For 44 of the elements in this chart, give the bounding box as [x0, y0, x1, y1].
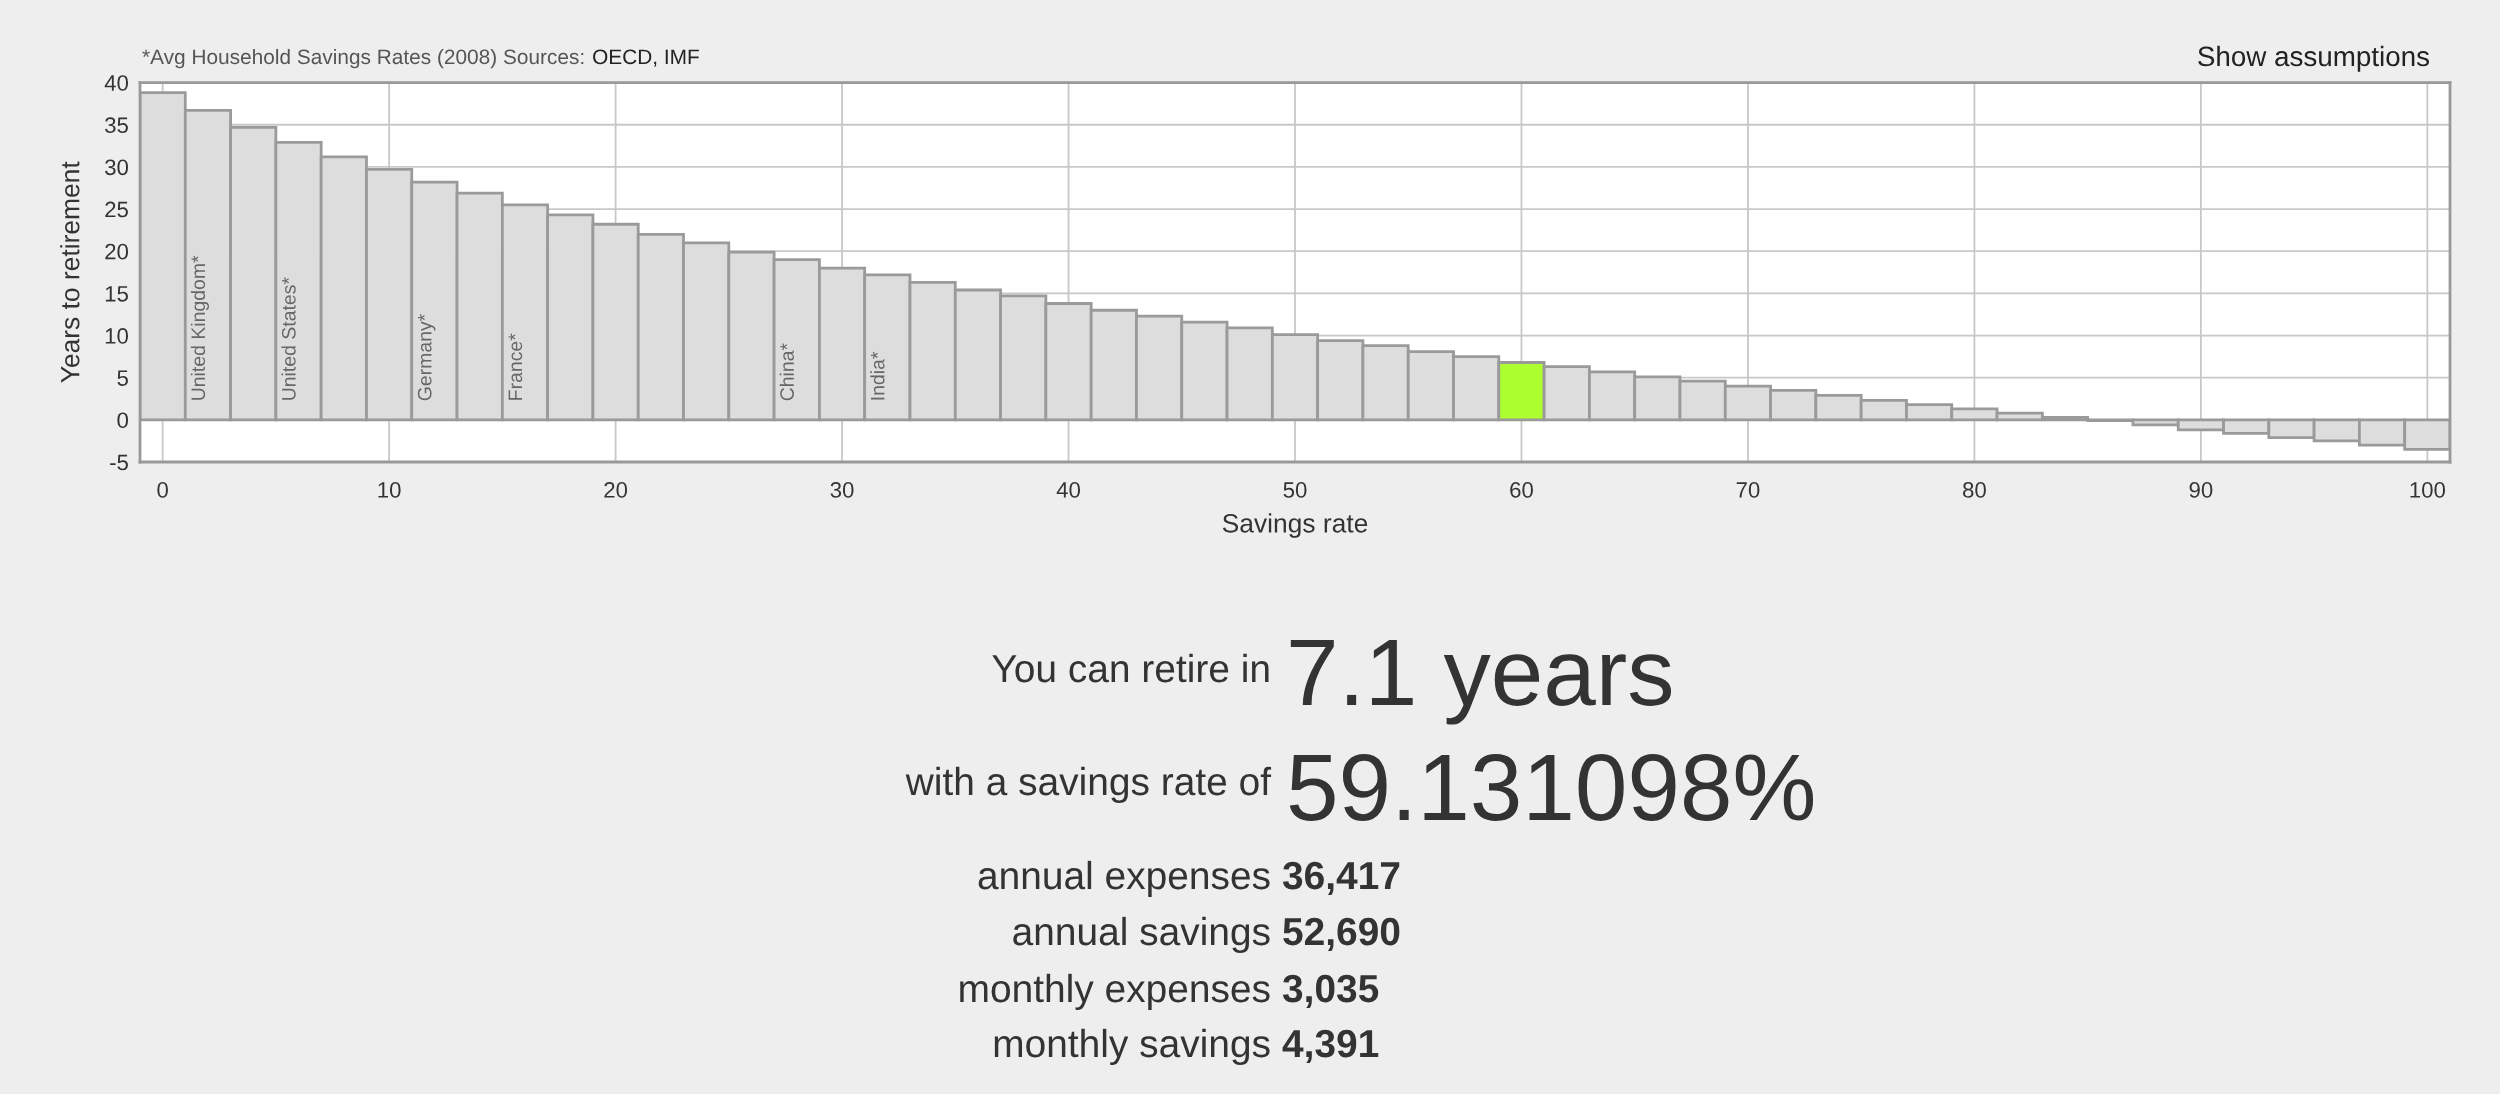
annotation: China* [779, 343, 794, 401]
text: 59.131098% [1289, 754, 1814, 821]
x-tick-label: 70 [1736, 482, 1760, 498]
x-axis-title: Savings rate [1222, 513, 1368, 538]
text: OECD, IMF [593, 49, 699, 67]
text: *Avg Household Savings Rates (2008) Sources: [142, 48, 584, 69]
y-tick-label: 10 [105, 328, 129, 344]
annotation: India* [870, 351, 885, 400]
text: monthly savings [994, 1028, 1270, 1066]
x-tick-label: 30 [830, 482, 854, 498]
x-tick-label: 20 [604, 482, 628, 498]
text: annual savings [1013, 916, 1270, 954]
x-tick-label: 0 [157, 482, 168, 498]
text: 52,690 [1283, 917, 1400, 952]
text: annual expenses [978, 860, 1270, 898]
text: 36,417 [1282, 861, 1400, 896]
text: monthly expenses [960, 973, 1270, 1011]
text: with a savings rate of [905, 766, 1272, 804]
x-tick-label: 10 [378, 482, 401, 498]
annotation: United Kingdom* [190, 255, 209, 400]
y-tick-label: 0 [117, 412, 129, 429]
annotation: France* [508, 333, 523, 400]
text: Show assumptions [2198, 45, 2430, 72]
y-tick-label: 15 [105, 286, 128, 302]
y-tick-label: 35 [105, 117, 128, 134]
text: You can retire in [992, 653, 1269, 683]
x-tick-label: 100 [2410, 482, 2446, 498]
x-tick-label: 80 [1963, 482, 1986, 498]
y-tick-label: 30 [105, 159, 129, 176]
y-tick-label: -5 [110, 454, 128, 471]
text: 4,391 [1282, 1029, 1379, 1064]
x-tick-label: 90 [2189, 482, 2213, 498]
y-tick-label: 40 [104, 75, 129, 91]
annotation: Germany* [417, 314, 436, 401]
x-tick-label: 50 [1283, 482, 1307, 498]
x-tick-label: 40 [1056, 482, 1081, 498]
y-tick-label: 25 [105, 201, 128, 218]
y-tick-label: 20 [105, 243, 129, 260]
text: 3,035 [1282, 974, 1379, 1009]
x-tick-label: 60 [1510, 482, 1533, 498]
annotation: United States* [281, 277, 296, 400]
y-axis-title: Years to retirement [60, 161, 80, 383]
y-tick-label: 5 [117, 370, 128, 386]
text: 7.1 years [1290, 640, 1672, 725]
